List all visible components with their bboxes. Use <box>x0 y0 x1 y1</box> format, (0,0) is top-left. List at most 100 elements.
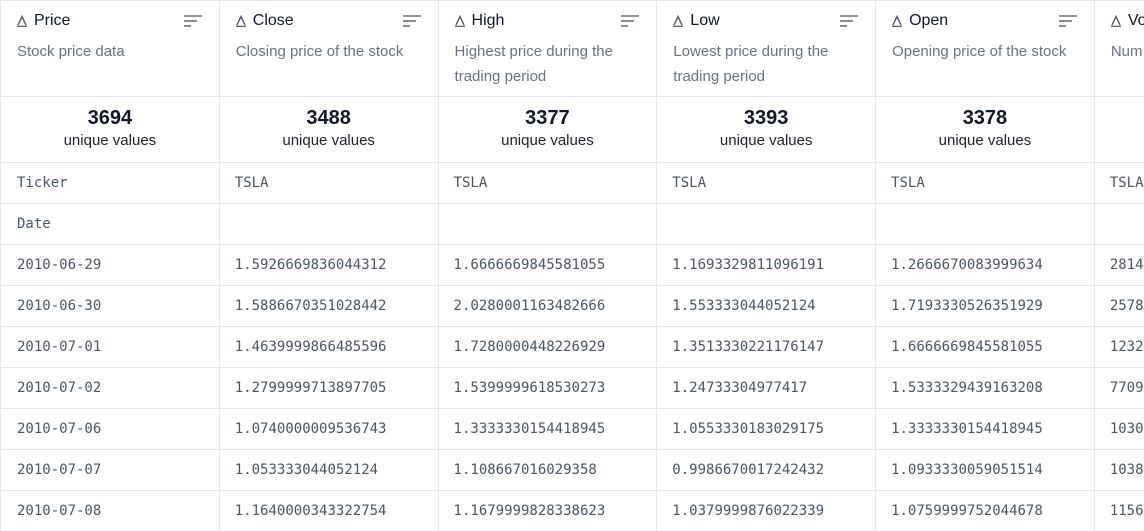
table-cell[interactable]: TSLA <box>218 162 439 204</box>
table-row[interactable]: 2010-07-01 1.4639999866485596 1.7280000448… <box>0 326 1144 368</box>
table-row[interactable]: 2010-06-30 1.5886670351028442 2.0280001163… <box>0 285 1144 327</box>
row-index-cell[interactable]: 2010-07-02 <box>0 367 220 409</box>
row-index-cell[interactable]: 2010-07-01 <box>0 326 220 368</box>
table-cell[interactable]: 7709 <box>1093 367 1144 409</box>
table-row[interactable]: 2010-07-07 1.053333044052124 1.10866701602… <box>0 449 1144 491</box>
cell-value: 2010-07-06 <box>17 421 102 437</box>
cell-value <box>1095 204 1144 244</box>
table-cell[interactable]: 2814 <box>1093 244 1144 286</box>
table-cell[interactable]: 1.0933330059051514 <box>875 449 1095 491</box>
table-cell[interactable]: 2578 <box>1093 285 1144 327</box>
table-cell[interactable]: 1156 <box>1093 490 1144 531</box>
column-header-2[interactable]: High Highest price during the trading per… <box>437 0 658 97</box>
column-header-1[interactable]: Close Closing price of the stock <box>218 0 439 97</box>
unique-label: unique values <box>63 132 157 149</box>
table-cell[interactable]: 1.0740000009536743 <box>218 408 439 450</box>
sort-lines-icon[interactable] <box>840 14 859 28</box>
table-cell[interactable]: 1.3333330154418945 <box>437 408 658 450</box>
cell-value: 1038 <box>1109 462 1144 478</box>
table-cell[interactable]: 1.4639999866485596 <box>218 326 439 368</box>
text-type-icon <box>454 14 465 27</box>
table-cell[interactable]: 1030 <box>1093 408 1144 450</box>
cell-value: 2010-06-30 <box>17 298 102 314</box>
table-cell[interactable]: 1.3513330221176147 <box>656 326 877 368</box>
table-cell[interactable]: TSLA <box>437 162 658 204</box>
row-index-cell[interactable]: 2010-07-06 <box>0 408 220 450</box>
sort-lines-icon[interactable] <box>183 14 202 28</box>
table-cell[interactable]: 1.3333330154418945 <box>875 408 1095 450</box>
table-cell[interactable] <box>437 203 658 245</box>
table-cell[interactable]: 1.1693329811096191 <box>656 244 877 286</box>
table-cell[interactable]: 1.1679999828338623 <box>437 490 658 531</box>
unique-label: unique values <box>719 132 813 149</box>
table-cell[interactable]: 1.0379999876022339 <box>656 490 877 531</box>
column-header-3[interactable]: Low Lowest price during the trading perio… <box>656 0 877 97</box>
row-index-cell[interactable]: 2010-07-07 <box>0 449 220 491</box>
table-cell[interactable]: TSLA <box>1093 162 1144 204</box>
sort-lines-icon[interactable] <box>1058 14 1077 28</box>
stats-row: 3694 unique values 3488 unique values 3377 un… <box>0 96 1144 163</box>
cell-value: TSLA <box>453 175 488 191</box>
cell-value: TSLA <box>234 175 269 191</box>
row-index-cell[interactable]: Date <box>0 203 220 245</box>
table-cell[interactable]: 1.553333044052124 <box>656 285 877 327</box>
table-row[interactable]: 2010-07-08 1.1640000343322754 1.1679999828… <box>0 490 1144 531</box>
cell-value: 2010-07-08 <box>17 503 102 519</box>
table-cell[interactable]: 1.1640000343322754 <box>218 490 439 531</box>
sort-lines-icon[interactable] <box>402 14 421 28</box>
table-cell[interactable]: 1.5926669836044312 <box>218 244 439 286</box>
table-cell[interactable]: 1.5886670351028442 <box>218 285 439 327</box>
column-name: Price <box>34 12 71 29</box>
table-row[interactable]: Ticker TSLA TSLA TSLA TSLA TSLA <box>0 162 1144 204</box>
column-header-5[interactable]: Vo Num <box>1093 0 1144 97</box>
row-index-cell[interactable]: 2010-07-08 <box>0 490 220 531</box>
column-header-0[interactable]: Price Stock price data <box>0 0 220 97</box>
table-cell[interactable]: 1.2666670083999634 <box>875 244 1095 286</box>
row-index-cell[interactable]: 2010-06-29 <box>0 244 220 286</box>
table-row[interactable]: 2010-07-06 1.0740000009536743 1.3333330154… <box>0 408 1144 450</box>
table-cell[interactable]: 1232 <box>1093 326 1144 368</box>
cell-value: 2814 <box>1109 257 1144 273</box>
table-cell[interactable]: 1.108667016029358 <box>437 449 658 491</box>
table-cell[interactable] <box>218 203 439 245</box>
cell-value: 2010-07-02 <box>17 380 102 396</box>
table-cell[interactable]: TSLA <box>656 162 877 204</box>
table-cell[interactable]: 1.0759999752044678 <box>875 490 1095 531</box>
sort-lines-icon[interactable] <box>621 14 640 28</box>
table-cell[interactable]: 1.5333329439163208 <box>875 367 1095 409</box>
table-row[interactable]: Date <box>0 203 1144 245</box>
column-header-4[interactable]: Open Opening price of the stock <box>875 0 1095 97</box>
table-cell[interactable] <box>1093 203 1144 245</box>
row-index-cell[interactable]: Ticker <box>0 162 220 204</box>
table-cell[interactable]: 1.7193330526351929 <box>875 285 1095 327</box>
cell-value: 1.3333330154418945 <box>891 421 1043 437</box>
column-stats-2: 3377 unique values <box>437 96 658 163</box>
table-cell[interactable]: 1.2799999713897705 <box>218 367 439 409</box>
table-cell[interactable]: 1.7280000448226929 <box>437 326 658 368</box>
table-row[interactable]: 2010-07-02 1.2799999713897705 1.5399999618… <box>0 367 1144 409</box>
table-cell[interactable]: 1.053333044052124 <box>218 449 439 491</box>
table-cell[interactable]: 1.6666669845581055 <box>437 244 658 286</box>
cell-value: 1.1679999828338623 <box>453 503 606 519</box>
table-cell[interactable]: 1.5399999618530273 <box>437 367 658 409</box>
unique-count: 3694 <box>87 107 133 129</box>
column-description: Stock price data <box>17 43 125 60</box>
row-index-cell[interactable]: 2010-06-30 <box>0 285 220 327</box>
table-cell[interactable] <box>656 203 877 245</box>
table-cell[interactable]: 1.24733304977417 <box>656 367 877 409</box>
table-cell[interactable] <box>875 203 1095 245</box>
table-row[interactable]: 2010-06-29 1.5926669836044312 1.6666669845… <box>0 244 1144 286</box>
cell-value: 1.6666669845581055 <box>891 339 1043 355</box>
unique-count: 3488 <box>306 107 351 129</box>
cell-value: 1.1693329811096191 <box>672 257 825 273</box>
column-name: High <box>471 12 505 29</box>
table-cell[interactable]: 2.0280001163482666 <box>437 285 658 327</box>
table-cell[interactable]: 1.6666669845581055 <box>875 326 1095 368</box>
table-cell[interactable]: 0.9986670017242432 <box>656 449 877 491</box>
cell-value <box>439 204 657 244</box>
table-cell[interactable]: 1.0553330183029175 <box>656 408 877 450</box>
table-cell[interactable]: 1038 <box>1093 449 1144 491</box>
cell-value: 2010-07-07 <box>17 462 102 478</box>
unique-label: unique values <box>282 132 375 149</box>
table-cell[interactable]: TSLA <box>875 162 1095 204</box>
